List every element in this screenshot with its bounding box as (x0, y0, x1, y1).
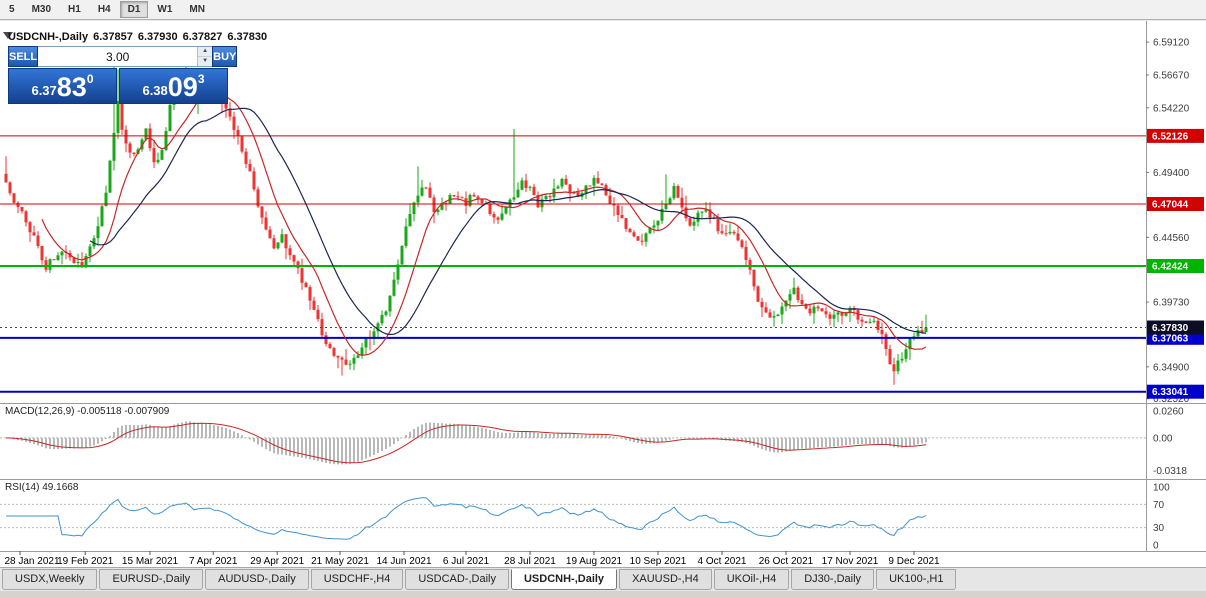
svg-text:6.52126: 6.52126 (1152, 131, 1189, 142)
chart-tab-uk100-h1[interactable]: UK100-,H1 (876, 569, 957, 590)
buy-price-prefix: 6.38 (142, 83, 168, 98)
ohlc-low: 6.37827 (182, 31, 223, 43)
buy-price-pipette: 3 (197, 72, 205, 86)
timeframe-button-w1[interactable]: W1 (157, 4, 173, 15)
price-axis: 6.59120 6.56670 6.54220 6.49400 6.44560 6.397… (1146, 38, 1190, 405)
svg-text:26 Oct 2021: 26 Oct 2021 (759, 556, 814, 567)
svg-text:0: 0 (1153, 541, 1159, 552)
svg-text:0.00: 0.00 (1153, 433, 1173, 444)
chart-tab-ukoil-h4[interactable]: UKOil-,H4 (713, 569, 790, 590)
chart-symbol-label: USDCNH-,Daily (8, 31, 89, 43)
ohlc-high: 6.37930 (137, 31, 178, 43)
timeframe-button-m30[interactable]: M30 (31, 4, 52, 15)
timeframe-toolbar: 5 M30 H1 H4 D1 W1 MN (0, 0, 1206, 20)
price-badge: 6.47044 (1147, 197, 1204, 211)
svg-text:6.34900: 6.34900 (1153, 362, 1190, 373)
rsi-indicator-label: RSI(14) 49.1668 (5, 482, 79, 493)
moving-average-10 (41, 88, 927, 357)
svg-text:29 Apr 2021: 29 Apr 2021 (250, 556, 304, 567)
chart-tab-usdx-weekly[interactable]: USDX,Weekly (2, 569, 98, 590)
rsi-line (6, 497, 927, 540)
svg-text:6.33041: 6.33041 (1152, 387, 1189, 398)
moving-average-22 (89, 107, 927, 336)
svg-text:19 Aug 2021: 19 Aug 2021 (566, 556, 623, 567)
svg-text:6.42424: 6.42424 (1152, 262, 1189, 273)
price-badge: 6.52126 (1147, 128, 1204, 143)
price-badge: 6.42424 (1147, 259, 1204, 273)
svg-text:6.32520: 6.32520 (1153, 394, 1190, 405)
buy-button[interactable]: BUY (212, 46, 238, 67)
svg-text:6.49400: 6.49400 (1153, 168, 1190, 179)
chart-tab-usdcad-daily[interactable]: USDCAD-,Daily (405, 569, 509, 590)
svg-text:100: 100 (1153, 483, 1170, 494)
svg-text:4 Oct 2021: 4 Oct 2021 (698, 556, 747, 567)
price-badge: 6.33041 (1147, 384, 1204, 399)
chart-tab-dj30-daily[interactable]: DJ30-,Daily (791, 569, 875, 590)
lot-size-input[interactable] (38, 47, 198, 66)
svg-text:19 Feb 2021: 19 Feb 2021 (57, 556, 114, 567)
macd-histogram (9, 421, 927, 465)
chart-ohlc-header: USDCNH-,Daily 6.37857 6.37930 6.37827 6.3783… (8, 31, 272, 43)
svg-text:7 Apr 2021: 7 Apr 2021 (189, 556, 238, 567)
svg-text:10 Sep 2021: 10 Sep 2021 (630, 556, 687, 567)
timeframe-button-h1[interactable]: H1 (68, 4, 81, 15)
svg-text:0.0260: 0.0260 (1153, 407, 1184, 418)
sell-price-big-digits: 83 (56, 72, 87, 102)
chart-tab-eurusd-daily[interactable]: EURUSD-,Daily (99, 569, 204, 590)
status-bar (0, 591, 1206, 598)
svg-text:17 Nov 2021: 17 Nov 2021 (822, 556, 879, 567)
buy-price-big-digits: 09 (167, 72, 198, 102)
price-chart[interactable]: 6.59120 6.56670 6.54220 6.49400 6.44560 6.397… (0, 21, 1206, 567)
ohlc-open: 6.37857 (93, 31, 133, 43)
horizontal-levels (0, 135, 1146, 393)
svg-text:6.44560: 6.44560 (1153, 233, 1190, 244)
svg-text:-0.0318: -0.0318 (1153, 466, 1187, 477)
svg-text:6.56670: 6.56670 (1153, 70, 1190, 81)
svg-text:14 Jun 2021: 14 Jun 2021 (376, 556, 431, 567)
timeframe-button-5[interactable]: 5 (9, 4, 15, 15)
svg-text:6.37830: 6.37830 (1152, 323, 1189, 334)
timeframe-button-mn[interactable]: MN (189, 4, 205, 15)
sell-price-button[interactable]: 6.37 83 0 (8, 68, 117, 104)
timeframe-button-h4[interactable]: H4 (97, 4, 111, 15)
timeframe-button-d1[interactable]: D1 (119, 1, 149, 18)
svg-text:6 Jul 2021: 6 Jul 2021 (443, 556, 490, 567)
svg-text:15 Mar 2021: 15 Mar 2021 (122, 556, 179, 567)
macd-signal-line (5, 422, 927, 464)
lot-size-spinner: ▲ ▼ (197, 47, 213, 66)
sell-price-prefix: 6.37 (31, 83, 57, 98)
sell-price-pipette: 0 (86, 72, 94, 86)
chart-tab-bar: USDX,Weekly EURUSD-,Daily AUDUSD-,Daily USD… (0, 567, 1206, 591)
one-click-toggle-icon[interactable] (3, 32, 13, 39)
chart-tab-xauusd-h4[interactable]: XAUUSD-,H4 (619, 569, 712, 590)
lot-size-field: ▲ ▼ (38, 46, 213, 67)
svg-text:28 Jul 2021: 28 Jul 2021 (504, 556, 556, 567)
svg-text:70: 70 (1153, 500, 1165, 511)
chart-area[interactable]: 6.59120 6.56670 6.54220 6.49400 6.44560 6.397… (0, 21, 1206, 567)
svg-text:30: 30 (1153, 523, 1165, 534)
macd-indicator-label: MACD(12,26,9) -0.005118 -0.007909 (5, 406, 170, 417)
svg-text:6.37063: 6.37063 (1152, 333, 1189, 344)
svg-text:21 May 2021: 21 May 2021 (311, 556, 369, 567)
svg-text:6.47044: 6.47044 (1152, 200, 1189, 211)
lot-decrease-button[interactable]: ▼ (198, 57, 213, 66)
sell-button[interactable]: SELL (8, 46, 39, 67)
svg-text:9 Dec 2021: 9 Dec 2021 (888, 556, 940, 567)
ohlc-close: 6.37830 (227, 31, 268, 43)
svg-text:28 Jan 2021: 28 Jan 2021 (4, 556, 59, 567)
chart-tab-audusd-daily[interactable]: AUDUSD-,Daily (205, 569, 309, 590)
svg-text:6.54220: 6.54220 (1153, 103, 1190, 114)
chart-tab-usdcnh-daily[interactable]: USDCNH-,Daily (510, 569, 618, 590)
buy-price-button[interactable]: 6.38 09 3 (119, 68, 228, 104)
svg-text:6.59120: 6.59120 (1153, 38, 1190, 49)
lot-increase-button[interactable]: ▲ (198, 47, 213, 57)
price-badge: 6.37830 (1147, 320, 1204, 335)
svg-text:6.39730: 6.39730 (1153, 298, 1190, 309)
chart-tab-usdchf-h4[interactable]: USDCHF-,H4 (310, 569, 404, 590)
